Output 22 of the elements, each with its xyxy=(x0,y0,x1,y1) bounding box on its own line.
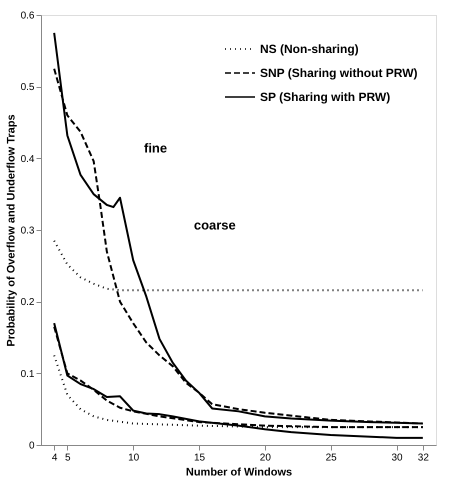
x-tick-label: 25 xyxy=(326,452,338,464)
y-tick-label: 0.4 xyxy=(20,154,35,165)
x-axis-title: Number of Windows xyxy=(186,466,292,478)
legend-label: SP (Sharing with PRW) xyxy=(260,90,390,104)
annotation: coarse xyxy=(194,218,236,233)
y-axis-title: Probability of Overflow and Underflow Traps xyxy=(6,114,18,347)
y-tick-label: 0 xyxy=(28,440,35,452)
legend-label: NS (Non-sharing) xyxy=(260,42,359,56)
y-tick-label: 0.2 xyxy=(20,297,35,308)
x-tick-label: 32 xyxy=(418,452,430,464)
x-tick-label: 15 xyxy=(194,452,206,464)
y-tick-label: 0.3 xyxy=(20,226,35,236)
annotation: fine xyxy=(144,140,168,156)
x-tick-label: 20 xyxy=(260,452,272,464)
x-tick-label: 10 xyxy=(128,452,140,464)
y-tick-label: 0.5 xyxy=(20,82,35,94)
y-tick-label: 0.6 xyxy=(20,10,35,22)
legend-label: SNP (Sharing without PRW) xyxy=(260,66,418,80)
y-tick-label: 0.1 xyxy=(20,368,35,380)
x-tick-label: 30 xyxy=(391,452,403,464)
x-tick-label: 5 xyxy=(65,452,72,464)
x-tick-label: 4 xyxy=(52,452,58,464)
